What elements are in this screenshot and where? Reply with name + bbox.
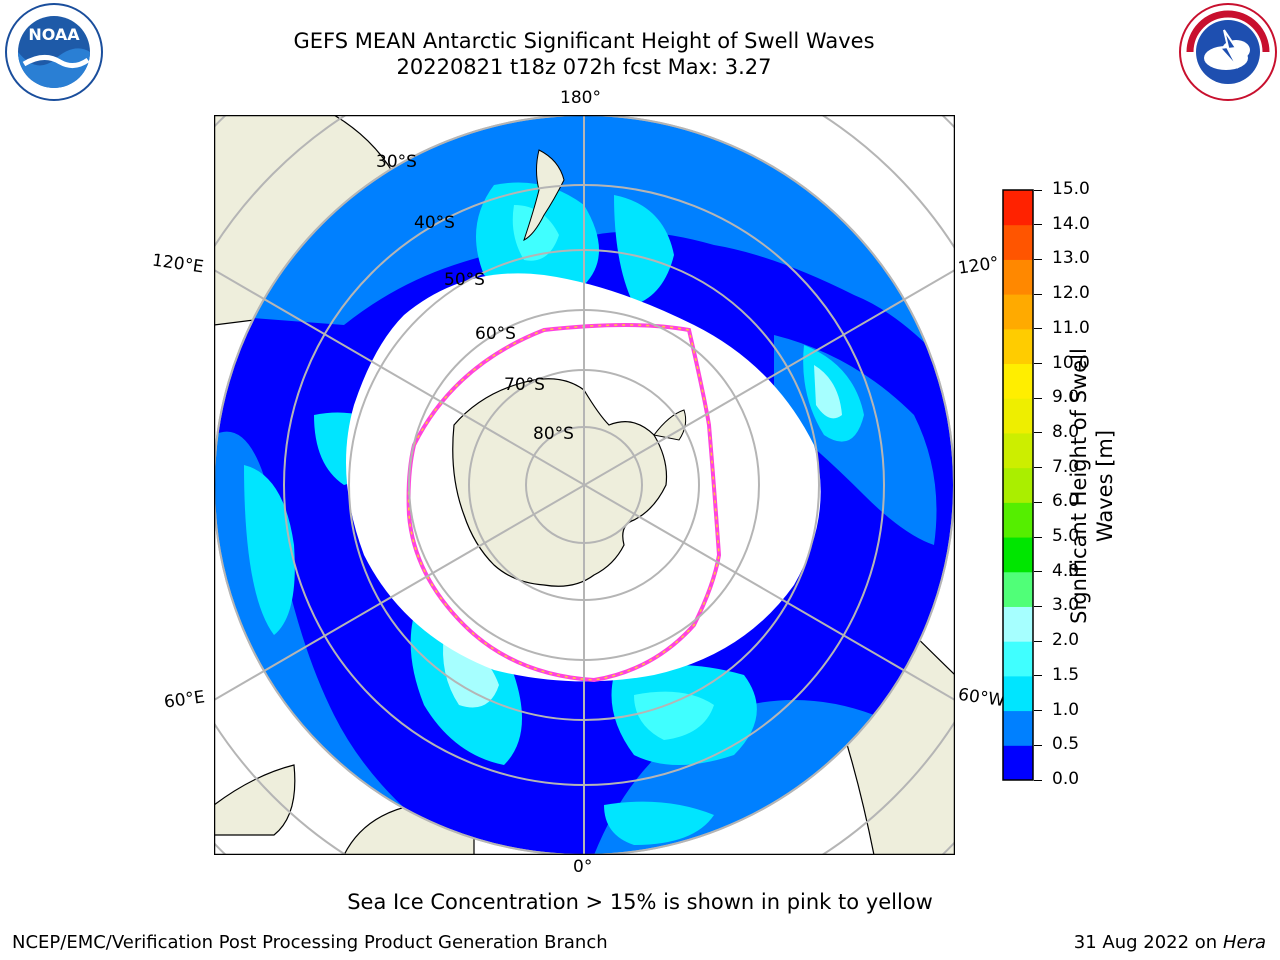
colorbar-tick-mark (1034, 189, 1042, 191)
colorbar-tick-mark (1034, 258, 1042, 260)
credit-text: NCEP/EMC/Verification Post Processing Pr… (12, 932, 608, 953)
colorbar-tick-mark (1034, 293, 1042, 295)
colorbar-label: Significant Height of Swell Waves [m] (1067, 348, 1117, 624)
svg-text:NOAA: NOAA (28, 25, 80, 44)
colorbar-segment (1003, 467, 1033, 503)
lon-label-top: 180° (560, 88, 601, 108)
lat-label-40s: 40°S (414, 213, 455, 233)
map-subtitle: 20220821 t18z 072h fcst Max: 3.27 (396, 55, 772, 79)
machine-name: Hera (1222, 932, 1266, 953)
colorbar-tick-mark (1034, 779, 1042, 781)
colorbar-tick-mark (1034, 363, 1042, 365)
colorbar-segment (1003, 259, 1033, 295)
colorbar-tick-mark (1034, 710, 1042, 712)
lat-label-60s: 60°S (475, 324, 516, 344)
colorbar-tick-mark (1034, 432, 1042, 434)
run-date: 31 Aug 2022 on Hera (1074, 932, 1266, 953)
lon-label-left-lower: 60°E (162, 687, 207, 713)
colorbar-tick-label: 4.0 (1052, 560, 1080, 581)
colorbar-tick-mark (1034, 675, 1042, 677)
noaa-logo: NOAA (5, 3, 103, 101)
lat-label-50s: 50°S (444, 270, 485, 290)
colorbar-tick-label: 8.0 (1052, 421, 1080, 442)
colorbar-tick-mark (1034, 605, 1042, 607)
lat-label-30s: 30°S (376, 152, 417, 172)
lon-label-right-upper: 120° (956, 253, 1001, 279)
colorbar-tick-label: 5.0 (1052, 526, 1080, 547)
nws-logo (1179, 3, 1277, 101)
lat-label-70s: 70°S (504, 375, 545, 395)
colorbar-tick-mark (1034, 640, 1042, 642)
map-title: GEFS MEAN Antarctic Significant Height o… (293, 29, 875, 53)
lon-label-left-upper: 120°E (150, 250, 205, 278)
colorbar-segment (1003, 641, 1033, 677)
run-date-text: 31 Aug 2022 on (1073, 932, 1218, 953)
colorbar-segment (1003, 502, 1033, 538)
colorbar-segment (1003, 675, 1033, 712)
colorbar-tick-label: 14.0 (1052, 213, 1090, 234)
colorbar-segment (1003, 224, 1033, 260)
colorbar-segment (1003, 571, 1033, 607)
colorbar-segment (1003, 398, 1033, 434)
colorbar-tick-label: 13.0 (1052, 248, 1090, 269)
colorbar-tick-mark (1034, 467, 1042, 469)
colorbar-tick-mark (1034, 536, 1042, 538)
colorbar-tick-mark (1034, 571, 1042, 573)
colorbar-tick-label: 12.0 (1052, 283, 1090, 304)
colorbar-tick-label: 15.0 (1052, 179, 1090, 199)
colorbar-tick-label: 0.0 (1052, 769, 1080, 789)
colorbar-tick-mark (1034, 397, 1042, 399)
colorbar-segment (1003, 745, 1033, 781)
colorbar-segment (1003, 328, 1033, 365)
colorbar-tick-mark (1034, 744, 1042, 746)
colorbar-tick-label: 10.0 (1052, 352, 1090, 373)
colorbar-segment (1003, 363, 1033, 399)
colorbar-tick-label: 7.0 (1052, 456, 1080, 477)
colorbar-tick-label: 3.0 (1052, 595, 1080, 616)
colorbar-segment (1003, 710, 1033, 746)
colorbar-tick-label: 1.0 (1052, 699, 1080, 720)
colorbar-tick-label: 1.5 (1052, 664, 1080, 685)
colorbar-segment (1003, 606, 1033, 642)
lon-label-right-lower: 60°W (956, 684, 1007, 712)
colorbar-tick-label: 9.0 (1052, 387, 1080, 408)
polar-map (214, 115, 955, 855)
madagascar-land (214, 764, 296, 836)
colorbar (1002, 189, 1034, 781)
colorbar-tick-mark (1034, 224, 1042, 226)
colorbar-segment (1003, 432, 1033, 469)
colorbar-segment (1003, 294, 1033, 330)
colorbar-tick-label: 11.0 (1052, 317, 1090, 338)
colorbar-segment (1003, 537, 1033, 573)
colorbar-tick-label: 0.5 (1052, 734, 1080, 755)
colorbar-segment (1003, 190, 1033, 226)
colorbar-tick-label: 2.0 (1052, 630, 1080, 651)
colorbar-tick-mark (1034, 501, 1042, 503)
new-zealand-land (523, 149, 565, 241)
sea-ice-note: Sea Ice Concentration > 15% is shown in … (347, 890, 933, 914)
colorbar-tick-label: 6.0 (1052, 491, 1080, 512)
lat-label-80s: 80°S (533, 424, 574, 444)
colorbar-tick-mark (1034, 328, 1042, 330)
lon-label-bottom: 0° (573, 857, 593, 877)
